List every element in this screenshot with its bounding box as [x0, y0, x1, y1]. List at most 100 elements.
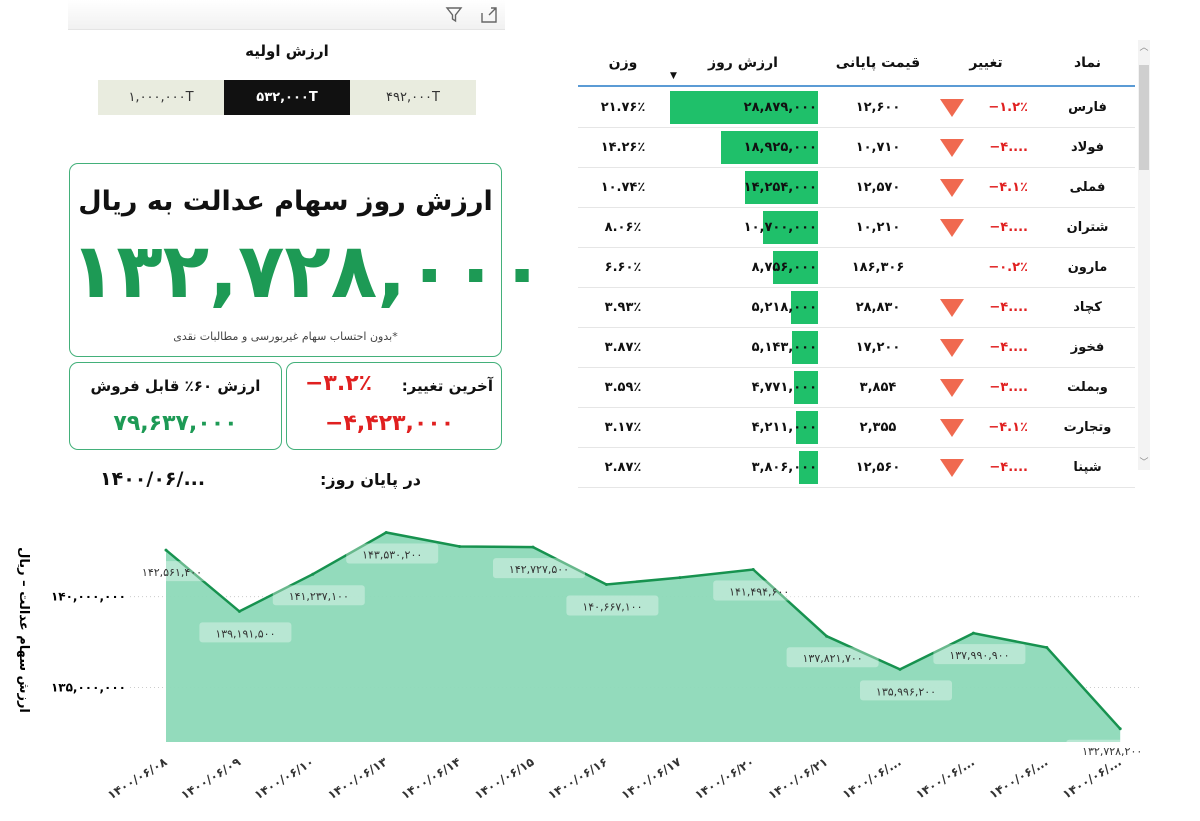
down-arrow-icon [940, 99, 964, 117]
change-value: −۰.۲٪ [988, 260, 1028, 275]
change-value: −۴.۱٪ [988, 420, 1028, 435]
data-label: ۱۳۲,۷۲۸,۲۰۰ [1082, 745, 1142, 758]
cell-weight: ۳.۹۳٪ [604, 300, 642, 315]
cell-daily-value: ۱۸,۹۲۵,۰۰۰ [668, 128, 824, 167]
filter-icon[interactable] [445, 6, 463, 24]
slicer-option-1000000[interactable]: ۱,۰۰۰,۰۰۰T [98, 80, 224, 115]
table-row[interactable]: فارس −۱.۲٪ ۱۲,۶۰۰ ۲۸,۸۷۹,۰۰۰ ۲۱.۷۶٪ [578, 88, 1135, 128]
cell-change: −۳.... [932, 368, 1040, 407]
change-value: −۱.۲٪ [988, 100, 1028, 115]
data-label: ۱۳۷,۸۲۱,۷۰۰ [803, 652, 863, 665]
y-tick-label: ۱۴۰,۰۰۰,۰۰۰ [51, 590, 126, 604]
cell-daily-value: ۴,۲۱۱,۰۰۰ [668, 408, 824, 447]
x-tick-label: ۱۴۰۰/۰۶/... [987, 755, 1051, 802]
x-tick-label: ۱۴۰۰/۰۶/... [913, 755, 977, 802]
cell-close-price: ۲۸,۸۳۰ [855, 300, 901, 315]
focus-mode-icon[interactable] [480, 6, 498, 24]
daily-value-text: ۴,۲۱۱,۰۰۰ [751, 420, 817, 435]
last-change-percent: −۳.۲٪ [305, 371, 373, 396]
header-weight[interactable]: وزن [608, 54, 638, 71]
x-tick-label: ۱۴۰۰/۰۶/۰۸ [105, 754, 170, 802]
header-change[interactable]: تغییر [969, 54, 1003, 71]
table-row[interactable]: وبملت −۳.... ۳,۸۵۴ ۴,۷۷۱,۰۰۰ ۳.۵۹٪ [578, 368, 1135, 408]
data-label: ۱۴۰,۶۶۷,۱۰۰ [582, 601, 642, 614]
end-of-day-label: در پایان روز: [320, 470, 422, 489]
cell-change: −۴.... [932, 328, 1040, 367]
cell-close-price: ۱۲,۶۰۰ [855, 100, 901, 115]
daily-value-text: ۲۸,۸۷۹,۰۰۰ [743, 100, 817, 115]
cell-weight: ۳.۸۷٪ [604, 340, 642, 355]
cell-symbol: شتران [1066, 220, 1109, 235]
daily-value-text: ۱۸,۹۲۵,۰۰۰ [743, 140, 817, 155]
data-point [971, 631, 975, 635]
scroll-down-icon[interactable]: ﹀ [1139, 458, 1149, 468]
cell-symbol: شپنا [1073, 460, 1102, 475]
data-point [898, 667, 902, 671]
x-tick-label: ۱۴۰۰/۰۶/۱۶ [545, 755, 610, 803]
data-bar [670, 91, 818, 124]
change-value: −۴.... [989, 340, 1028, 355]
cell-symbol: وتجارت [1063, 420, 1112, 435]
sellable-value: ۷۹,۶۳۷,۰۰۰ [113, 411, 238, 436]
data-bar [796, 411, 818, 444]
data-point [164, 548, 168, 552]
data-bar [763, 211, 818, 244]
data-point [604, 583, 608, 587]
y-axis-title: ارزش سهام عدالت – ریال [16, 547, 31, 713]
daily-value-text: ۱۰,۷۰۰,۰۰۰ [743, 220, 817, 235]
data-label-bg [199, 622, 292, 643]
down-arrow-icon [940, 139, 964, 157]
data-label: ۱۴۱,۴۹۴,۶۰۰ [729, 586, 789, 599]
cell-symbol: کچاد [1073, 300, 1102, 315]
data-label-bg [933, 644, 1026, 665]
data-label-bg [126, 561, 218, 582]
data-point [458, 545, 462, 549]
down-arrow-icon [940, 299, 964, 317]
x-tick-label: ۱۴۰۰/۰۶/۱۰ [252, 755, 317, 803]
data-label-bg [786, 647, 879, 668]
cell-symbol: فولاد [1071, 140, 1105, 155]
table-scrollbar-thumb[interactable] [1139, 65, 1149, 170]
cell-close-price: ۱۲,۵۷۰ [855, 180, 901, 195]
table-row[interactable]: فخوز −۴.... ۱۷,۲۰۰ ۵,۱۴۳,۰۰۰ ۳.۸۷٪ [578, 328, 1135, 368]
cell-weight: ۱۰.۷۴٪ [600, 180, 646, 195]
data-label: ۱۳۷,۹۹۰,۹۰۰ [949, 649, 1009, 662]
header-close-price[interactable]: قیمت پایانی [835, 54, 921, 71]
table-row[interactable]: فملی −۴.۱٪ ۱۲,۵۷۰ ۱۴,۲۵۴,۰۰۰ ۱۰.۷۴٪ [578, 168, 1135, 208]
daily-value-text: ۱۴,۲۵۴,۰۰۰ [743, 180, 817, 195]
change-value: −۴.... [989, 220, 1028, 235]
down-arrow-icon [940, 339, 964, 357]
data-label: ۱۴۳,۵۳۰,۲۰۰ [362, 549, 422, 562]
cell-change: −۴.... [932, 208, 1040, 247]
cell-change: −۰.۲٪ [932, 248, 1040, 287]
daily-value-text: ۵,۲۱۸,۰۰۰ [751, 300, 817, 315]
data-point [531, 545, 535, 549]
cell-daily-value: ۸,۷۵۶,۰۰۰ [668, 248, 824, 287]
data-label: ۱۳۵,۹۹۶,۲۰۰ [876, 685, 936, 698]
table-row[interactable]: کچاد −۴.... ۲۸,۸۳۰ ۵,۲۱۸,۰۰۰ ۳.۹۳٪ [578, 288, 1135, 328]
header-daily-value[interactable]: ارزش روز ▼ [668, 40, 824, 85]
slicer-option-492000[interactable]: ۴۹۲,۰۰۰T [350, 80, 476, 115]
table-row[interactable]: شپنا −۴.... ۱۲,۵۶۰ ۳,۸۰۶,۰۰۰ ۲.۸۷٪ [578, 448, 1135, 488]
cell-change: −۴.۱٪ [932, 408, 1040, 447]
cell-daily-value: ۱۰,۷۰۰,۰۰۰ [668, 208, 824, 247]
data-label: ۱۳۹,۱۹۱,۵۰۰ [215, 627, 275, 640]
cell-symbol: فخوز [1070, 340, 1105, 355]
scroll-up-icon[interactable]: ︿ [1139, 43, 1149, 53]
data-point [1045, 646, 1049, 650]
data-label-bg [346, 543, 439, 564]
data-bar [798, 451, 818, 484]
table-row[interactable]: شتران −۴.... ۱۰,۲۱۰ ۱۰,۷۰۰,۰۰۰ ۸.۰۶٪ [578, 208, 1135, 248]
header-symbol[interactable]: نماد [1073, 54, 1102, 71]
data-label-bg [1066, 739, 1159, 760]
table-row[interactable]: مارون −۰.۲٪ ۱۸۶,۳۰۶ ۸,۷۵۶,۰۰۰ ۶.۶۰٪ [578, 248, 1135, 288]
main-card-value: ۱۳۲,۷۲۸,۰۰۰ [70, 226, 546, 315]
table-row[interactable]: وتجارت −۴.۱٪ ۲,۳۵۵ ۴,۲۱۱,۰۰۰ ۳.۱۷٪ [578, 408, 1135, 448]
cell-close-price: ۱۷,۲۰۰ [855, 340, 901, 355]
change-value: −۴.... [989, 300, 1028, 315]
slicer-option-532000[interactable]: ۵۳۲,۰۰۰T [224, 80, 350, 115]
table-row[interactable]: فولاد −۴.... ۱۰,۷۱۰ ۱۸,۹۲۵,۰۰۰ ۱۴.۲۶٪ [578, 128, 1135, 168]
last-change-amount: −۴,۴۲۳,۰۰۰ [325, 411, 455, 436]
down-arrow-icon [940, 379, 964, 397]
header-daily-value-label: ارزش روز [708, 54, 778, 71]
